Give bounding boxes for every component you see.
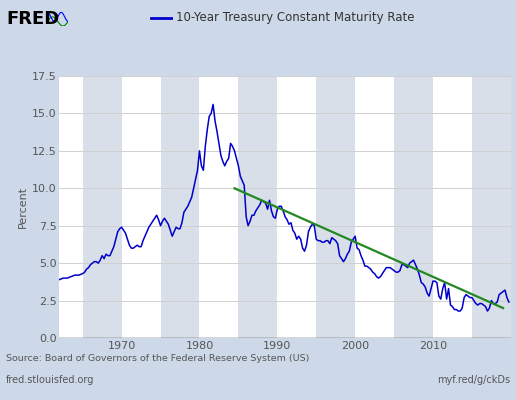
Bar bbox=[316, 76, 355, 338]
Text: fred.stlouisfed.org: fred.stlouisfed.org bbox=[6, 375, 94, 385]
Bar bbox=[238, 76, 277, 338]
Text: FRED: FRED bbox=[6, 10, 59, 28]
Bar bbox=[472, 76, 511, 338]
Y-axis label: Percent: Percent bbox=[18, 186, 28, 228]
Text: Source: Board of Governors of the Federal Reserve System (US): Source: Board of Governors of the Federa… bbox=[6, 354, 310, 363]
Text: 10-Year Treasury Constant Maturity Rate: 10-Year Treasury Constant Maturity Rate bbox=[176, 11, 415, 24]
Bar bbox=[394, 76, 433, 338]
Bar bbox=[160, 76, 200, 338]
Bar bbox=[83, 76, 122, 338]
Text: myf.red/g/ckDs: myf.red/g/ckDs bbox=[437, 375, 510, 385]
